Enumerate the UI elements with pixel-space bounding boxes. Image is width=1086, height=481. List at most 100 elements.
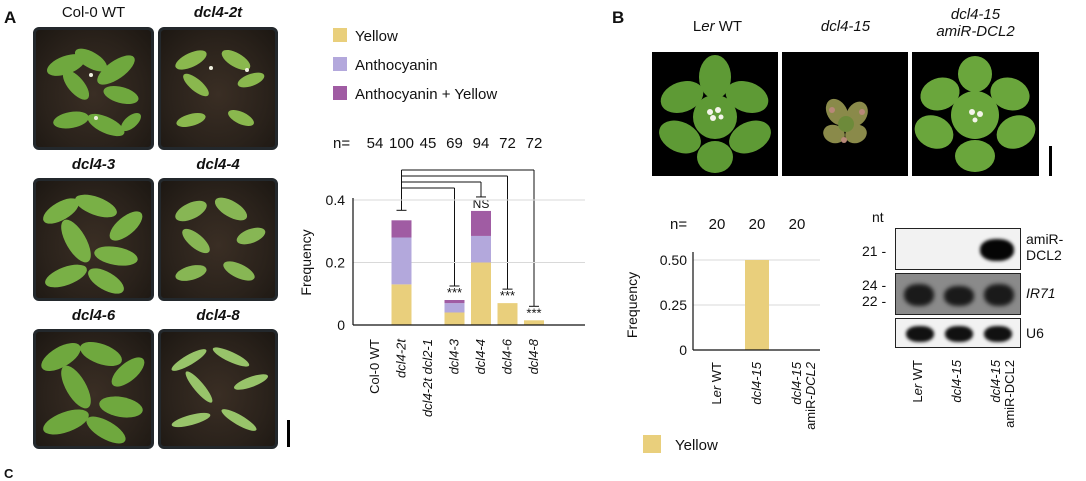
n-value-6: 72: [526, 135, 543, 152]
blot-band: [906, 326, 934, 342]
blot-band: [984, 284, 1014, 306]
chart-a-significance: *** *** NS ***: [396, 169, 542, 320]
panel-letter-c: C: [4, 466, 14, 481]
y-axis-label: Frequency: [624, 272, 640, 338]
photo-dcl4-3-plants: [33, 178, 154, 301]
significance-label: NS: [473, 197, 490, 211]
bar-segment: [391, 220, 412, 238]
x-tick-label: Ler WT: [709, 362, 724, 405]
n-value-1: 100: [389, 135, 414, 152]
chart-a-legend: Yellow Anthocyanin Anthocyanin + Yellow: [333, 28, 497, 103]
legend-label: Yellow: [675, 437, 718, 454]
y-tick-label: 0: [337, 317, 345, 333]
y-tick-label: 0.25: [660, 297, 687, 313]
blot-amir-dcl2: [895, 228, 1021, 270]
blot-band: [945, 326, 973, 342]
chart-a-bars: [391, 210, 544, 325]
blot-lane-labels: Ler WT dcl4-15 dcl4-15 amiR-DCL2: [910, 359, 1017, 428]
scale-bar-b: [1049, 146, 1052, 176]
bar-segment: [524, 320, 544, 325]
scale-bar-a: [287, 420, 290, 447]
blot-row-label-u6: U6: [1026, 325, 1044, 341]
x-tick-label: dcl4-6: [500, 338, 515, 374]
chart-b-bars: [745, 260, 769, 350]
n-label: n=: [670, 216, 687, 233]
photo-dcl4-8-plants: [158, 329, 278, 449]
n-value-0: 54: [367, 135, 384, 152]
photo-dcl4-2t-plants: [158, 27, 278, 150]
legend-label-2: Anthocyanin + Yellow: [355, 86, 497, 103]
lane-label: dcl4-15: [988, 359, 1003, 402]
blot-row-label-ir71: IR71: [1026, 285, 1056, 301]
x-tick-label: dcl4-4: [473, 339, 488, 374]
x-tick-label: dcl4-15: [789, 361, 804, 404]
blot-band: [980, 239, 1014, 261]
photo-dcl4-15-rosette: [782, 52, 908, 176]
legend-swatch: [643, 435, 661, 453]
panel-letter-b: B: [612, 8, 625, 27]
blot-size-21: 21 -: [862, 243, 887, 259]
x-tick-label: dcl4-15: [749, 361, 764, 404]
chart-a-grid: [353, 199, 585, 263]
legend-label-1: Anthocyanin: [355, 57, 438, 74]
blot-nt-label: nt: [872, 209, 884, 225]
n-value-1: 20: [749, 216, 766, 233]
n-value-2: 20: [789, 216, 806, 233]
photo-label-dcl4-6: dcl4-6: [71, 307, 116, 324]
photo-dcl4-6-plants: [33, 329, 154, 449]
bar-segment: [471, 262, 491, 325]
legend-swatch-0: [333, 28, 347, 42]
chart-b-legend: Yellow: [643, 435, 718, 454]
blot-size-24: 24 -: [862, 277, 887, 293]
photo-ler-wt-rosette: [652, 52, 778, 176]
lane-label: amiR-DCL2: [1002, 360, 1017, 428]
bar-segment: [391, 237, 412, 285]
blot-band: [984, 326, 1012, 342]
x-tick-label: dcl4-8: [526, 338, 541, 374]
chart-b: n= 20 20 20 0 0.25 0.50 Frequency Ler WT dcl4-15…: [624, 216, 820, 454]
blot-size-22: 22 -: [862, 293, 887, 309]
bar-segment: [471, 235, 491, 263]
y-tick-label: 0.2: [326, 255, 346, 271]
x-tick-label: dcl4-2t dcl2-1: [420, 339, 435, 417]
lane-label: dcl4-15: [949, 359, 964, 402]
photo-label-dcl4-4: dcl4-4: [196, 156, 240, 173]
bar-segment: [444, 303, 465, 313]
bar-segment: [391, 284, 412, 325]
lane-label: Ler WT: [910, 360, 925, 403]
blot-band: [944, 286, 974, 306]
x-tick-label: Col-0 WT: [367, 339, 382, 394]
photo-label-dcl4-8: dcl4-8: [196, 307, 240, 324]
n-value-0: 20: [709, 216, 726, 233]
n-value-2: 45: [420, 135, 437, 152]
photo-label-ler-wt: Ler WT: [692, 18, 743, 35]
significance-label: ***: [447, 285, 462, 300]
chart-a-axis: 0 0.2 0.4 Frequency Col-0 WT dcl4-2t dcl4-2t d…: [298, 192, 585, 417]
legend-swatch-2: [333, 86, 347, 100]
n-label: n=: [333, 135, 350, 152]
y-tick-label: 0.50: [660, 252, 687, 268]
photo-dcl4-4-plants: [158, 178, 278, 301]
bar-segment: [497, 303, 518, 325]
legend-swatch-1: [333, 57, 347, 71]
photo-label-dcl4-15: dcl4-15: [820, 18, 871, 35]
photo-dcl4-15-amir-rosette: [912, 52, 1039, 176]
significance-label: ***: [500, 288, 515, 303]
x-tick-label: dcl4-3: [447, 338, 462, 374]
y-tick-label: 0.4: [326, 192, 346, 208]
n-value-3: 69: [446, 135, 463, 152]
bar: [745, 260, 769, 350]
x-tick-label: amiR-DCL2: [803, 361, 818, 430]
blot-ir71: [895, 273, 1021, 315]
panel-letter-a: A: [4, 8, 17, 27]
photo-label-dcl4-3: dcl4-3: [71, 156, 116, 173]
legend-label-0: Yellow: [355, 28, 398, 45]
x-tick-label: dcl4-2t: [394, 338, 409, 378]
chart-b-n-row: n= 20 20 20: [670, 216, 805, 233]
y-tick-label: 0: [679, 342, 687, 358]
bar-segment: [444, 312, 465, 325]
bar-segment: [444, 300, 465, 304]
chart-a-n-row: n= 54 100 45 69 94 72 72: [333, 135, 542, 152]
n-value-5: 72: [499, 135, 516, 152]
